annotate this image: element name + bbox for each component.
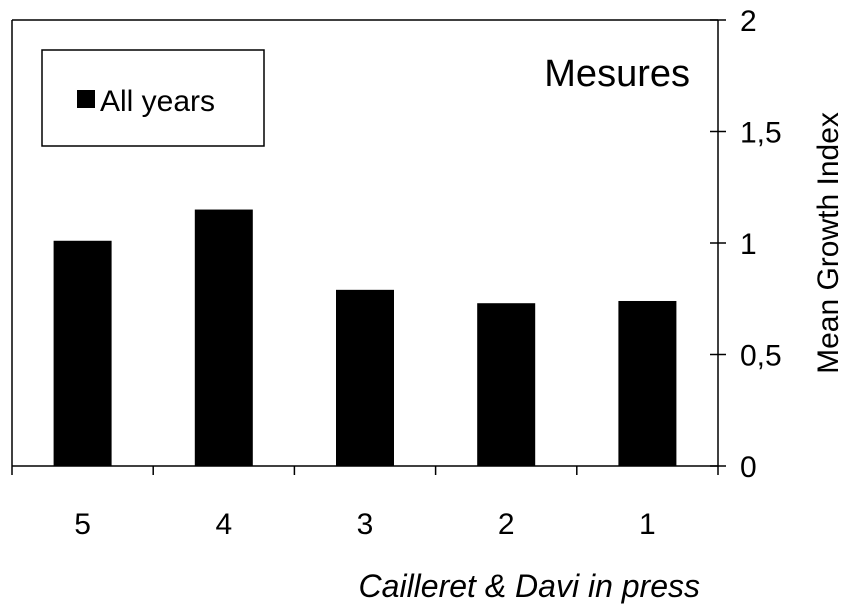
y-axis: 0 0,5 1 1,5 2 bbox=[710, 5, 782, 484]
x-axis: 5 4 3 2 1 bbox=[11, 465, 719, 541]
bar-4 bbox=[194, 209, 253, 467]
bar-1 bbox=[618, 300, 677, 466]
y-tick-label: 0 bbox=[740, 451, 757, 484]
chart-title: Mesures bbox=[544, 53, 690, 95]
bar-3 bbox=[336, 289, 394, 466]
y-tick-label: 1,5 bbox=[740, 117, 782, 150]
legend-swatch bbox=[77, 90, 95, 108]
x-tick-label: 3 bbox=[357, 508, 374, 541]
x-tick-label: 5 bbox=[74, 508, 91, 541]
y-tick-label: 0,5 bbox=[740, 340, 782, 373]
caption: Cailleret & Davi in press bbox=[359, 568, 700, 604]
x-tick-label: 4 bbox=[215, 508, 232, 541]
x-tick-label: 1 bbox=[639, 508, 656, 541]
y-tick-label: 2 bbox=[740, 5, 757, 38]
legend: All years bbox=[41, 49, 265, 147]
bar-2 bbox=[477, 303, 536, 466]
bars-group bbox=[53, 209, 677, 467]
legend-label: All years bbox=[100, 85, 215, 118]
y-tick-label: 1 bbox=[740, 228, 757, 261]
x-tick-label: 2 bbox=[498, 508, 515, 541]
bar-5 bbox=[53, 240, 112, 466]
y-axis-label: Mean Growth Index bbox=[812, 112, 845, 374]
